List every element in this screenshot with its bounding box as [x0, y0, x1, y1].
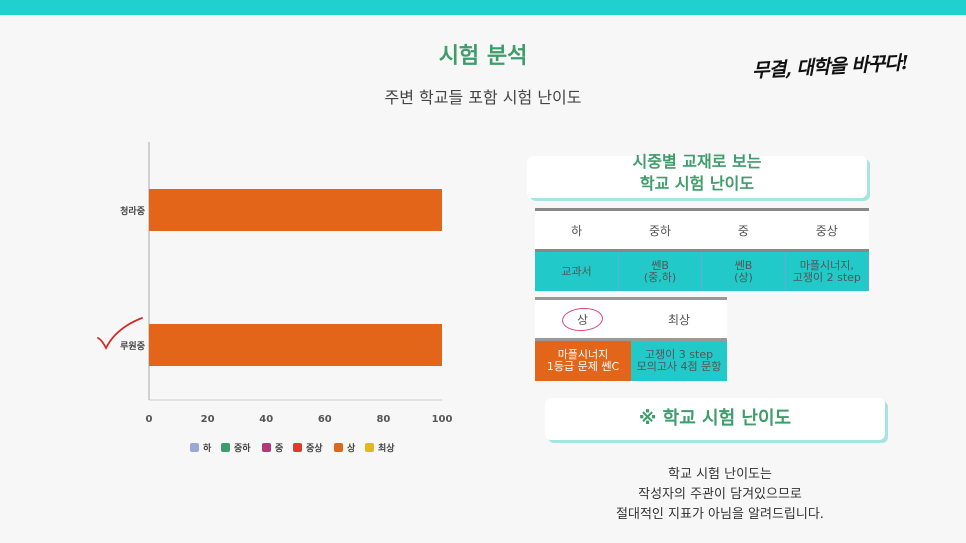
legend-label: 상	[347, 442, 356, 454]
circled-header: 상	[561, 306, 605, 332]
x-tick-label: 40	[259, 414, 273, 425]
header-cell: 중하	[618, 209, 702, 252]
x-tick-label: 80	[376, 414, 390, 425]
data-cell: 마플시너지, 고쟁이 2 step	[785, 250, 870, 291]
legend-swatch	[365, 443, 374, 452]
note-line: 절대적인 지표가 아님을 알려드립니다.	[616, 507, 824, 522]
note-line: 학교 시험 난이도는	[668, 467, 772, 482]
data-cell: 고쟁이 3 step 모의고사 4점 문항	[631, 339, 727, 381]
note-line: 작성자의 주관이 담겨있으므로	[638, 487, 802, 502]
x-tick-label: 100	[432, 414, 453, 425]
legend-swatch	[262, 443, 271, 452]
cell-line: 교과서	[561, 264, 592, 278]
page-subtitle: 주변 학교들 포함 시험 난이도	[384, 88, 582, 107]
legend-swatch	[190, 443, 199, 452]
bar-상	[149, 324, 442, 366]
cell-line: 고쟁이 3 step	[644, 348, 714, 361]
top-accent-bar	[0, 0, 966, 15]
legend-label: 중하	[234, 442, 251, 454]
cell-line: 고쟁이 2 step	[792, 270, 861, 284]
difficulty-table-1: 하 중하 중 중상 교과서 쎈B (중,하) 쎈B (상) 마플시너지, 고쟁이 2 …	[535, 208, 870, 291]
section-heading-box: ※ 학교 시험 난이도	[545, 398, 885, 440]
table-heading-line-1: 시중별 교재로 보는	[632, 152, 762, 171]
legend-swatch	[221, 443, 230, 452]
table-heading-box: 시중별 교재로 보는 학교 시험 난이도	[527, 152, 867, 198]
legend-label: 중상	[306, 442, 323, 454]
data-cell: 쎈B (중,하)	[618, 250, 703, 291]
data-cell: 교과서	[535, 250, 619, 291]
x-tick-label: 20	[201, 414, 215, 425]
legend-label: 중	[275, 443, 283, 454]
cell-line: 쎈B	[651, 258, 669, 272]
bar-상	[149, 189, 442, 231]
data-cell: 쎈B (상)	[701, 250, 786, 291]
cell-line: 마플시너지,	[799, 258, 854, 272]
header-cell: 상	[535, 298, 631, 341]
cell-line: 1등급 문제 쎈C	[546, 360, 620, 373]
cell-line: 모의고사 4점 문항	[636, 360, 722, 373]
category-label: 루원중	[120, 340, 145, 352]
cell-line: 쎈B	[734, 258, 753, 272]
table-heading-line-2: 학교 시험 난이도	[639, 174, 755, 193]
legend-label: 하	[203, 442, 212, 454]
section-heading: ※ 학교 시험 난이도	[638, 408, 792, 429]
legend-swatch	[293, 443, 302, 452]
header-cell: 하	[535, 209, 619, 252]
data-cell: 마플시너지 1등급 문제 쎈C	[535, 339, 631, 381]
cell-line: (상)	[734, 270, 753, 284]
difficulty-table-2: 상 최상 마플시너지 1등급 문제 쎈C 고쟁이 3 step 모의고사 4점 문항	[535, 297, 727, 381]
page-title: 시험 분석	[438, 44, 528, 69]
x-tick-label: 0	[146, 414, 153, 425]
disclaimer-note: 학교 시험 난이도는 작성자의 주관이 담겨있으므로 절대적인 지표가 아님을 …	[560, 465, 880, 525]
header-cell: 중	[701, 209, 786, 252]
x-tick-label: 60	[318, 414, 332, 425]
checkmark-icon	[97, 317, 143, 351]
category-label: 청라중	[120, 205, 145, 217]
cell-line: (중,하)	[643, 270, 677, 284]
header-cell: 중상	[785, 209, 869, 252]
legend-label: 최상	[378, 442, 395, 454]
header-cell: 최상	[631, 298, 727, 341]
cell-line: 마플시너지	[557, 348, 609, 361]
legend-swatch	[334, 443, 343, 452]
